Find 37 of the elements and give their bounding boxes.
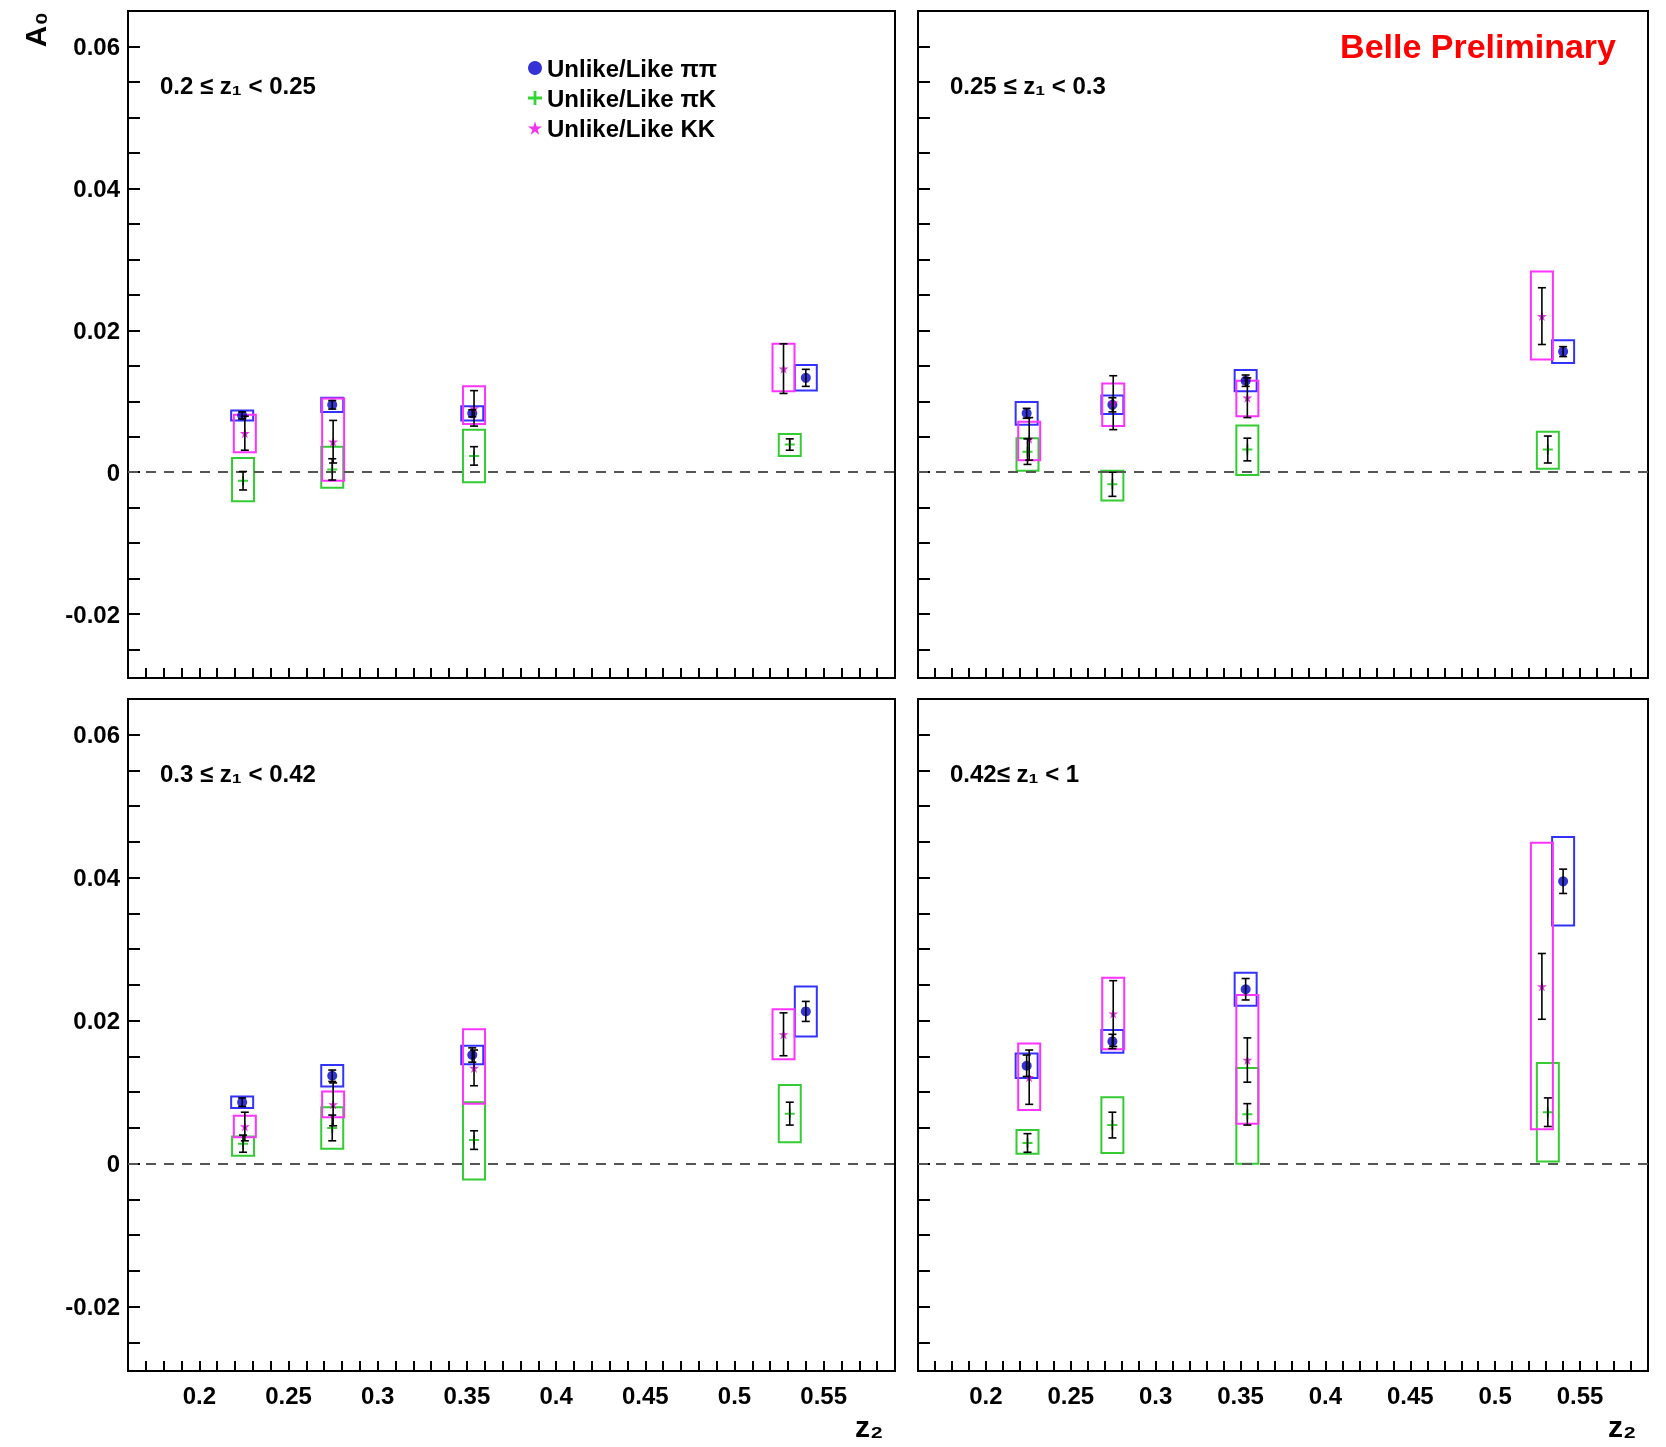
x-tick-label: 0.5 [1478,1381,1512,1409]
x-tick-label: 0.2 [969,1381,1003,1409]
annotation: 0.42≤ z₁ < 1 [950,759,1080,787]
legend-label: Unlike/Like ππ [547,54,718,82]
x-tick-label: 0.35 [1217,1381,1264,1409]
x-tick-label: 0.3 [361,1381,395,1409]
x-axis-title: z₂ [1608,1409,1637,1443]
y-tick-label: 0.04 [73,864,121,892]
y-tick-label: 0.06 [73,721,120,749]
x-tick-label: 0.25 [1047,1381,1095,1409]
x-tick-label: 0.25 [265,1381,312,1409]
x-tick-label: 0.55 [1556,1381,1604,1409]
y-tick-label: -0.02 [65,600,120,628]
y-tick-label: 0.02 [73,316,120,344]
x-tick-label: 0.4 [539,1381,574,1409]
annotation: 0.2 ≤ z₁ < 0.25 [160,71,316,99]
y-tick-label: 0 [106,458,120,486]
y-tick-label: 0.04 [73,174,121,202]
legend-label: Unlike/Like πK [547,84,717,112]
x-tick-label: 0.4 [1308,1381,1343,1409]
y-tick-label: 0.02 [73,1007,120,1035]
x-tick-label: 0.55 [800,1381,848,1409]
x-tick-label: 0.35 [443,1381,491,1409]
x-tick-label: 0.45 [1386,1381,1434,1409]
y-axis-title: A₀ [18,12,52,48]
annotation: 0.25 ≤ z₁ < 0.3 [950,71,1106,99]
x-tick-label: 0.3 [1138,1381,1173,1409]
annotation: Belle Preliminary [1340,27,1617,65]
x-tick-label: 0.2 [182,1381,217,1409]
y-tick-label: -0.02 [65,1293,120,1321]
y-tick-label: 0 [106,1150,120,1178]
x-axis-title: z₂ [855,1409,884,1443]
x-tick-label: 0.5 [717,1381,752,1409]
y-tick-label: 0.06 [73,32,120,60]
legend-label: Unlike/Like KK [547,114,716,142]
annotation: 0.3 ≤ z₁ < 0.42 [160,759,316,787]
x-tick-label: 0.45 [621,1381,669,1409]
